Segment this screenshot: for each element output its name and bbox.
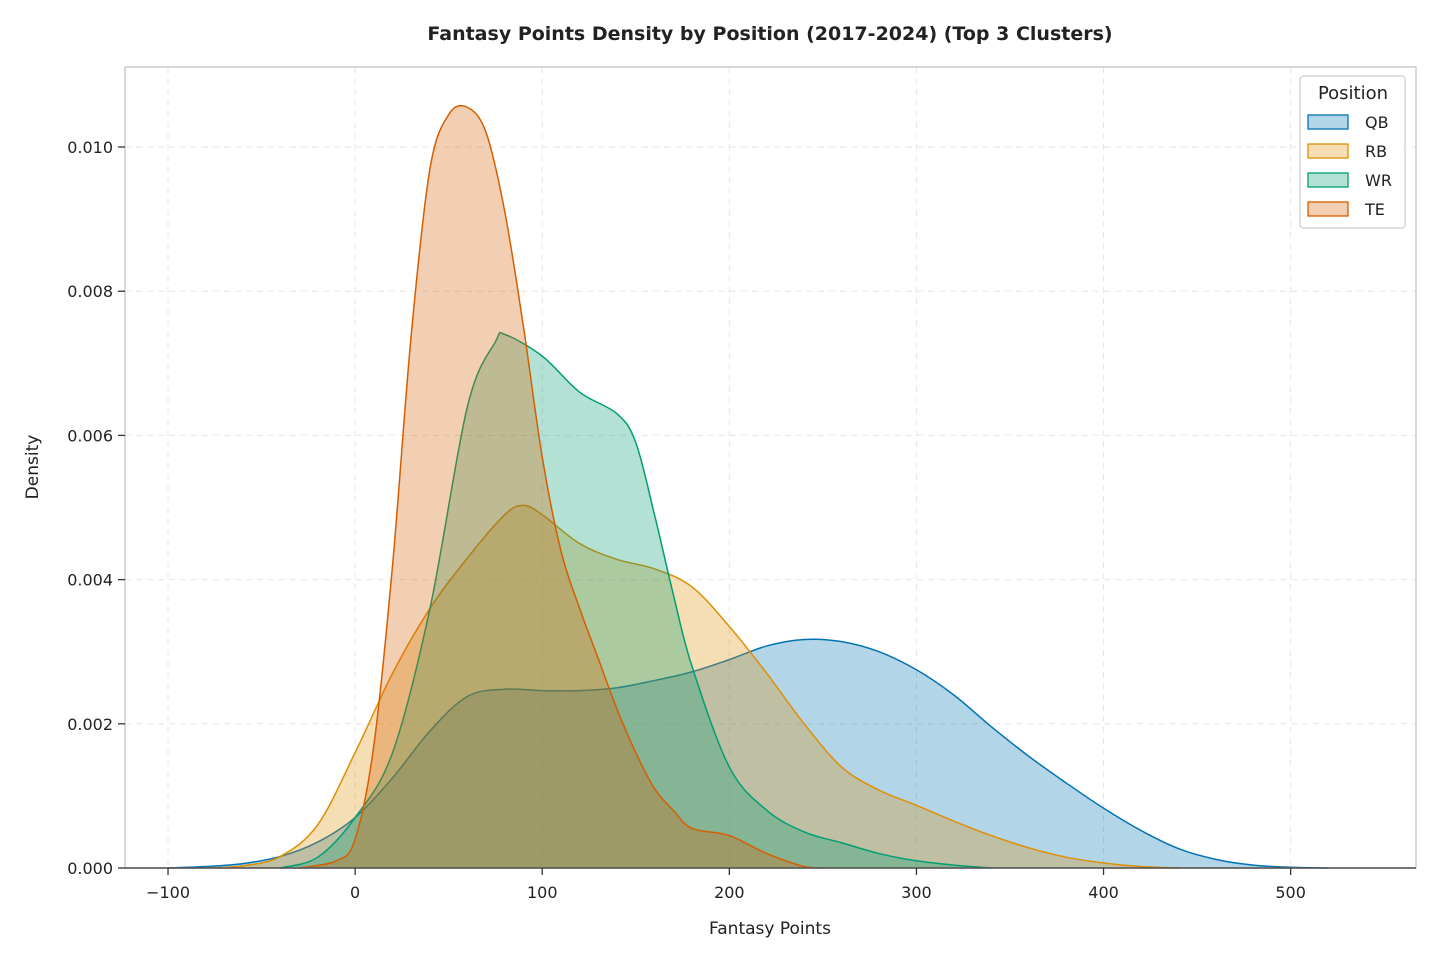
density-area-wr	[280, 332, 992, 868]
legend-item-te: TE	[1307, 200, 1385, 219]
density-area-qb	[168, 639, 1329, 868]
x-tick-label: 100	[527, 883, 558, 902]
legend-swatch-rb	[1307, 143, 1349, 159]
legend-label-wr: WR	[1365, 171, 1392, 190]
legend: Position QB RB WR TE	[1299, 75, 1406, 229]
legend-box	[1299, 75, 1406, 229]
density-area-rb	[205, 505, 1179, 868]
legend-label-te: TE	[1364, 200, 1385, 219]
legend-label-qb: QB	[1365, 113, 1389, 132]
x-axis-label: Fantasy Points	[709, 919, 831, 939]
x-tick-label: 200	[714, 883, 745, 902]
y-tick-label: 0.002	[67, 715, 113, 734]
density-line-qb	[168, 638, 1329, 869]
legend-item-qb: QB	[1307, 113, 1389, 132]
legend-swatch-wr	[1307, 172, 1349, 188]
x-tick-label: 300	[901, 883, 932, 902]
y-axis-label: Density	[23, 435, 43, 500]
x-axis-ticks: −100 0 100 200 300 400 500	[125, 867, 1416, 902]
density-line-wr	[280, 331, 992, 869]
y-tick-label: 0.010	[67, 138, 113, 157]
density-area-te	[299, 105, 823, 868]
density-line-rb	[205, 504, 1179, 869]
x-tick-label: 500	[1275, 883, 1306, 902]
x-tick-label: 400	[1088, 883, 1119, 902]
legend-title: Position	[1318, 83, 1388, 104]
legend-swatch-qb	[1307, 114, 1349, 130]
density-line-te	[298, 104, 823, 869]
y-axis-ticks: 0.000 0.002 0.004 0.006 0.008 0.010	[67, 138, 125, 878]
y-tick-label: 0.006	[67, 426, 113, 445]
chart-title: Fantasy Points Density by Position (2017…	[427, 23, 1112, 45]
legend-item-rb: RB	[1307, 142, 1387, 161]
x-tick-label: −100	[146, 883, 190, 902]
legend-swatch-te	[1307, 201, 1349, 217]
legend-label-rb: RB	[1365, 142, 1387, 161]
y-tick-label: 0.004	[67, 571, 113, 590]
grid	[125, 67, 1416, 869]
legend-item-wr: WR	[1307, 171, 1392, 190]
y-tick-label: 0.008	[67, 282, 113, 301]
density-areas	[168, 104, 1329, 869]
x-tick-label: 0	[350, 883, 360, 902]
y-tick-label: 0.000	[67, 859, 113, 878]
